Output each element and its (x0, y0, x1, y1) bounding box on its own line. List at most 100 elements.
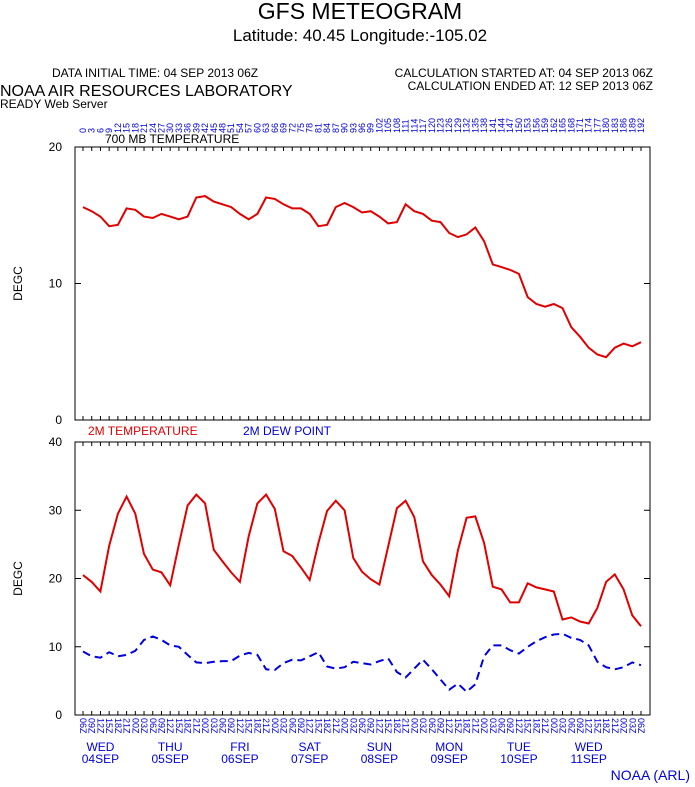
x-tick-label: 18Z (462, 718, 472, 734)
x-tick-label: 06Z (427, 718, 437, 734)
x-tick-label: 147 (505, 118, 515, 133)
x-tick-label: 06Z (357, 718, 367, 734)
x-tick-label: 189 (627, 118, 637, 133)
x-tick-label: 03Z (209, 718, 219, 734)
x-tick-label: 06Z (287, 718, 297, 734)
x-tick-label: 171 (575, 118, 585, 133)
x-tick-label: 24 (148, 123, 158, 133)
x-tick-label: 54 (235, 123, 245, 133)
date-label: 04SEP (82, 752, 119, 766)
x-tick-label: 9 (104, 128, 114, 133)
x-tick-label: 03Z (279, 718, 289, 734)
x-tick-label: 03Z (139, 718, 149, 734)
x-tick-label: 15Z (453, 718, 463, 734)
y-tick-label: 20 (49, 140, 63, 154)
x-tick-label: 09Z (505, 718, 515, 734)
series-line (82, 195, 642, 359)
x-tick-label: 39 (191, 123, 201, 133)
x-tick-label: 15 (122, 123, 132, 133)
x-tick-label: 15Z (174, 718, 184, 734)
date-label: 05SEP (152, 752, 189, 766)
x-tick-label: 06Z (497, 718, 507, 734)
date-label: 06SEP (221, 752, 258, 766)
day-label: SAT (298, 740, 321, 754)
x-tick-label: 06Z (636, 718, 646, 734)
x-tick-label: 21Z (122, 718, 132, 734)
x-tick-label: 09Z (296, 718, 306, 734)
x-tick-label: 21Z (261, 718, 271, 734)
x-tick-label: 99 (366, 123, 376, 133)
legend-label: 2M DEW POINT (243, 424, 332, 438)
x-tick-label: 18Z (531, 718, 541, 734)
x-tick-label: 09Z (87, 718, 97, 734)
x-tick-label: 15Z (313, 718, 323, 734)
x-tick-label: 144 (497, 118, 507, 133)
footer: NOAA (ARL) (611, 767, 690, 783)
x-tick-label: 48 (218, 123, 228, 133)
x-tick-label: 87 (331, 123, 341, 133)
x-tick-label: 18 (130, 123, 140, 133)
x-tick-label: 03Z (558, 718, 568, 734)
x-tick-label: 06Z (148, 718, 158, 734)
x-tick-label: 75 (296, 123, 306, 133)
series-line (82, 492, 642, 627)
title: GFS METEOGRAM (258, 0, 462, 24)
x-tick-label: 09Z (226, 718, 236, 734)
x-tick-label: 78 (305, 123, 315, 133)
x-tick-label: 30 (165, 123, 175, 133)
x-tick-label: 00Z (549, 718, 559, 734)
day-label: SUN (367, 740, 392, 754)
x-tick-label: 81 (313, 123, 323, 133)
x-tick-label: 09Z (435, 718, 445, 734)
x-tick-label: 135 (470, 118, 480, 133)
x-tick-label: 93 (348, 123, 358, 133)
y-tick-label: 10 (49, 640, 63, 654)
x-tick-label: 12Z (374, 718, 384, 734)
x-tick-label: 72 (287, 123, 297, 133)
x-tick-label: 09Z (156, 718, 166, 734)
x-tick-label: 111 (401, 119, 411, 133)
x-tick-label: 18Z (392, 718, 402, 734)
server: READY Web Server (0, 97, 108, 111)
date-label: 11SEP (570, 752, 606, 766)
x-tick-label: 18Z (601, 718, 611, 734)
x-tick-label: 18Z (252, 718, 262, 734)
x-tick-label: 15Z (592, 718, 602, 734)
x-tick-label: 27 (156, 123, 166, 133)
x-tick-label: 192 (636, 118, 646, 133)
x-tick-label: 132 (462, 118, 472, 133)
plot-frame (74, 146, 651, 421)
date-label: 07SEP (291, 752, 328, 766)
date-label: 09SEP (431, 752, 468, 766)
plot-frame (74, 441, 651, 716)
y-tick-label: 0 (55, 413, 62, 427)
x-tick-label: 06Z (566, 718, 576, 734)
day-label: WED (575, 740, 603, 754)
x-tick-label: 03Z (627, 718, 637, 734)
x-tick-label: 00Z (340, 718, 350, 734)
x-tick-label: 138 (479, 118, 489, 133)
x-tick-label: 57 (244, 123, 254, 133)
x-tick-label: 123 (435, 118, 445, 133)
x-tick-label: 00Z (270, 718, 280, 734)
x-tick-label: 129 (453, 118, 463, 133)
x-tick-label: 108 (392, 118, 402, 133)
x-tick-label: 114 (409, 119, 419, 133)
day-label: TUE (507, 740, 531, 754)
x-tick-label: 00Z (200, 718, 210, 734)
x-tick-label: 18Z (113, 718, 123, 734)
x-tick-label: 12Z (584, 718, 594, 734)
x-tick-label: 126 (444, 118, 454, 133)
x-tick-label: 03Z (488, 718, 498, 734)
day-label: WED (86, 740, 114, 754)
x-tick-label: 15Z (523, 718, 533, 734)
y-tick-label: 40 (49, 435, 63, 449)
x-tick-label: 12Z (305, 718, 315, 734)
legend-label: 700 MB TEMPERATURE (105, 132, 239, 146)
x-tick-label: 15Z (383, 718, 393, 734)
x-tick-label: 33 (174, 123, 184, 133)
x-tick-label: 0 (78, 128, 88, 133)
x-tick-label: 45 (209, 123, 219, 133)
initial-time: DATA INITIAL TIME: 04 SEP 2013 06Z (52, 66, 258, 80)
